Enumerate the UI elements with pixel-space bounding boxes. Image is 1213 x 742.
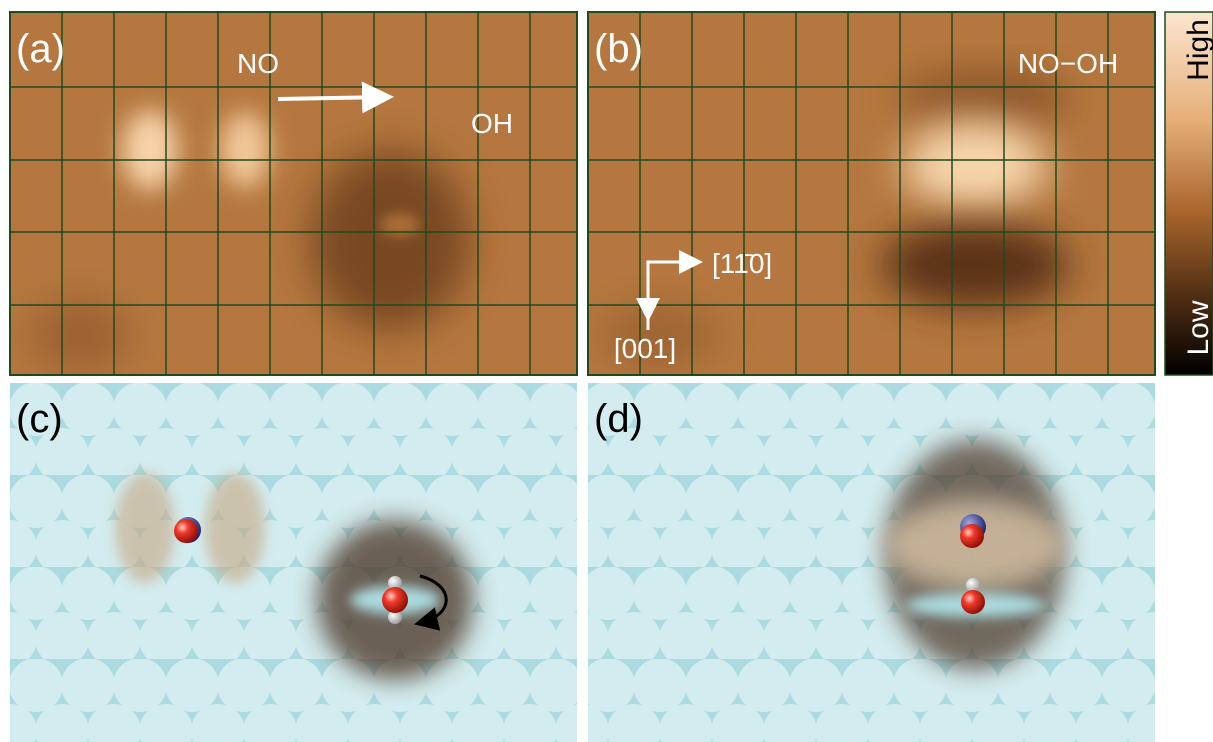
figure: (a) NO OH (b) NO−OH [11̄0] [001] High Lo… [0,0,1213,742]
annotation: OH [471,108,513,139]
panel-d [588,383,1155,742]
direction-label: [11̄0] [712,248,772,279]
panel-a [10,12,577,375]
panel-c [10,383,577,742]
panel-label: (a) [16,27,65,71]
colorbar-high: High [1182,19,1213,81]
panel-label: (c) [16,397,63,441]
arrow [278,97,386,99]
colorbar-low: Low [1182,300,1213,355]
annotation: NO−OH [1018,48,1118,79]
panel-label: (d) [594,397,643,441]
annotation: NO [237,48,279,79]
direction-label: [001] [614,333,676,364]
panel-label: (b) [594,27,643,71]
